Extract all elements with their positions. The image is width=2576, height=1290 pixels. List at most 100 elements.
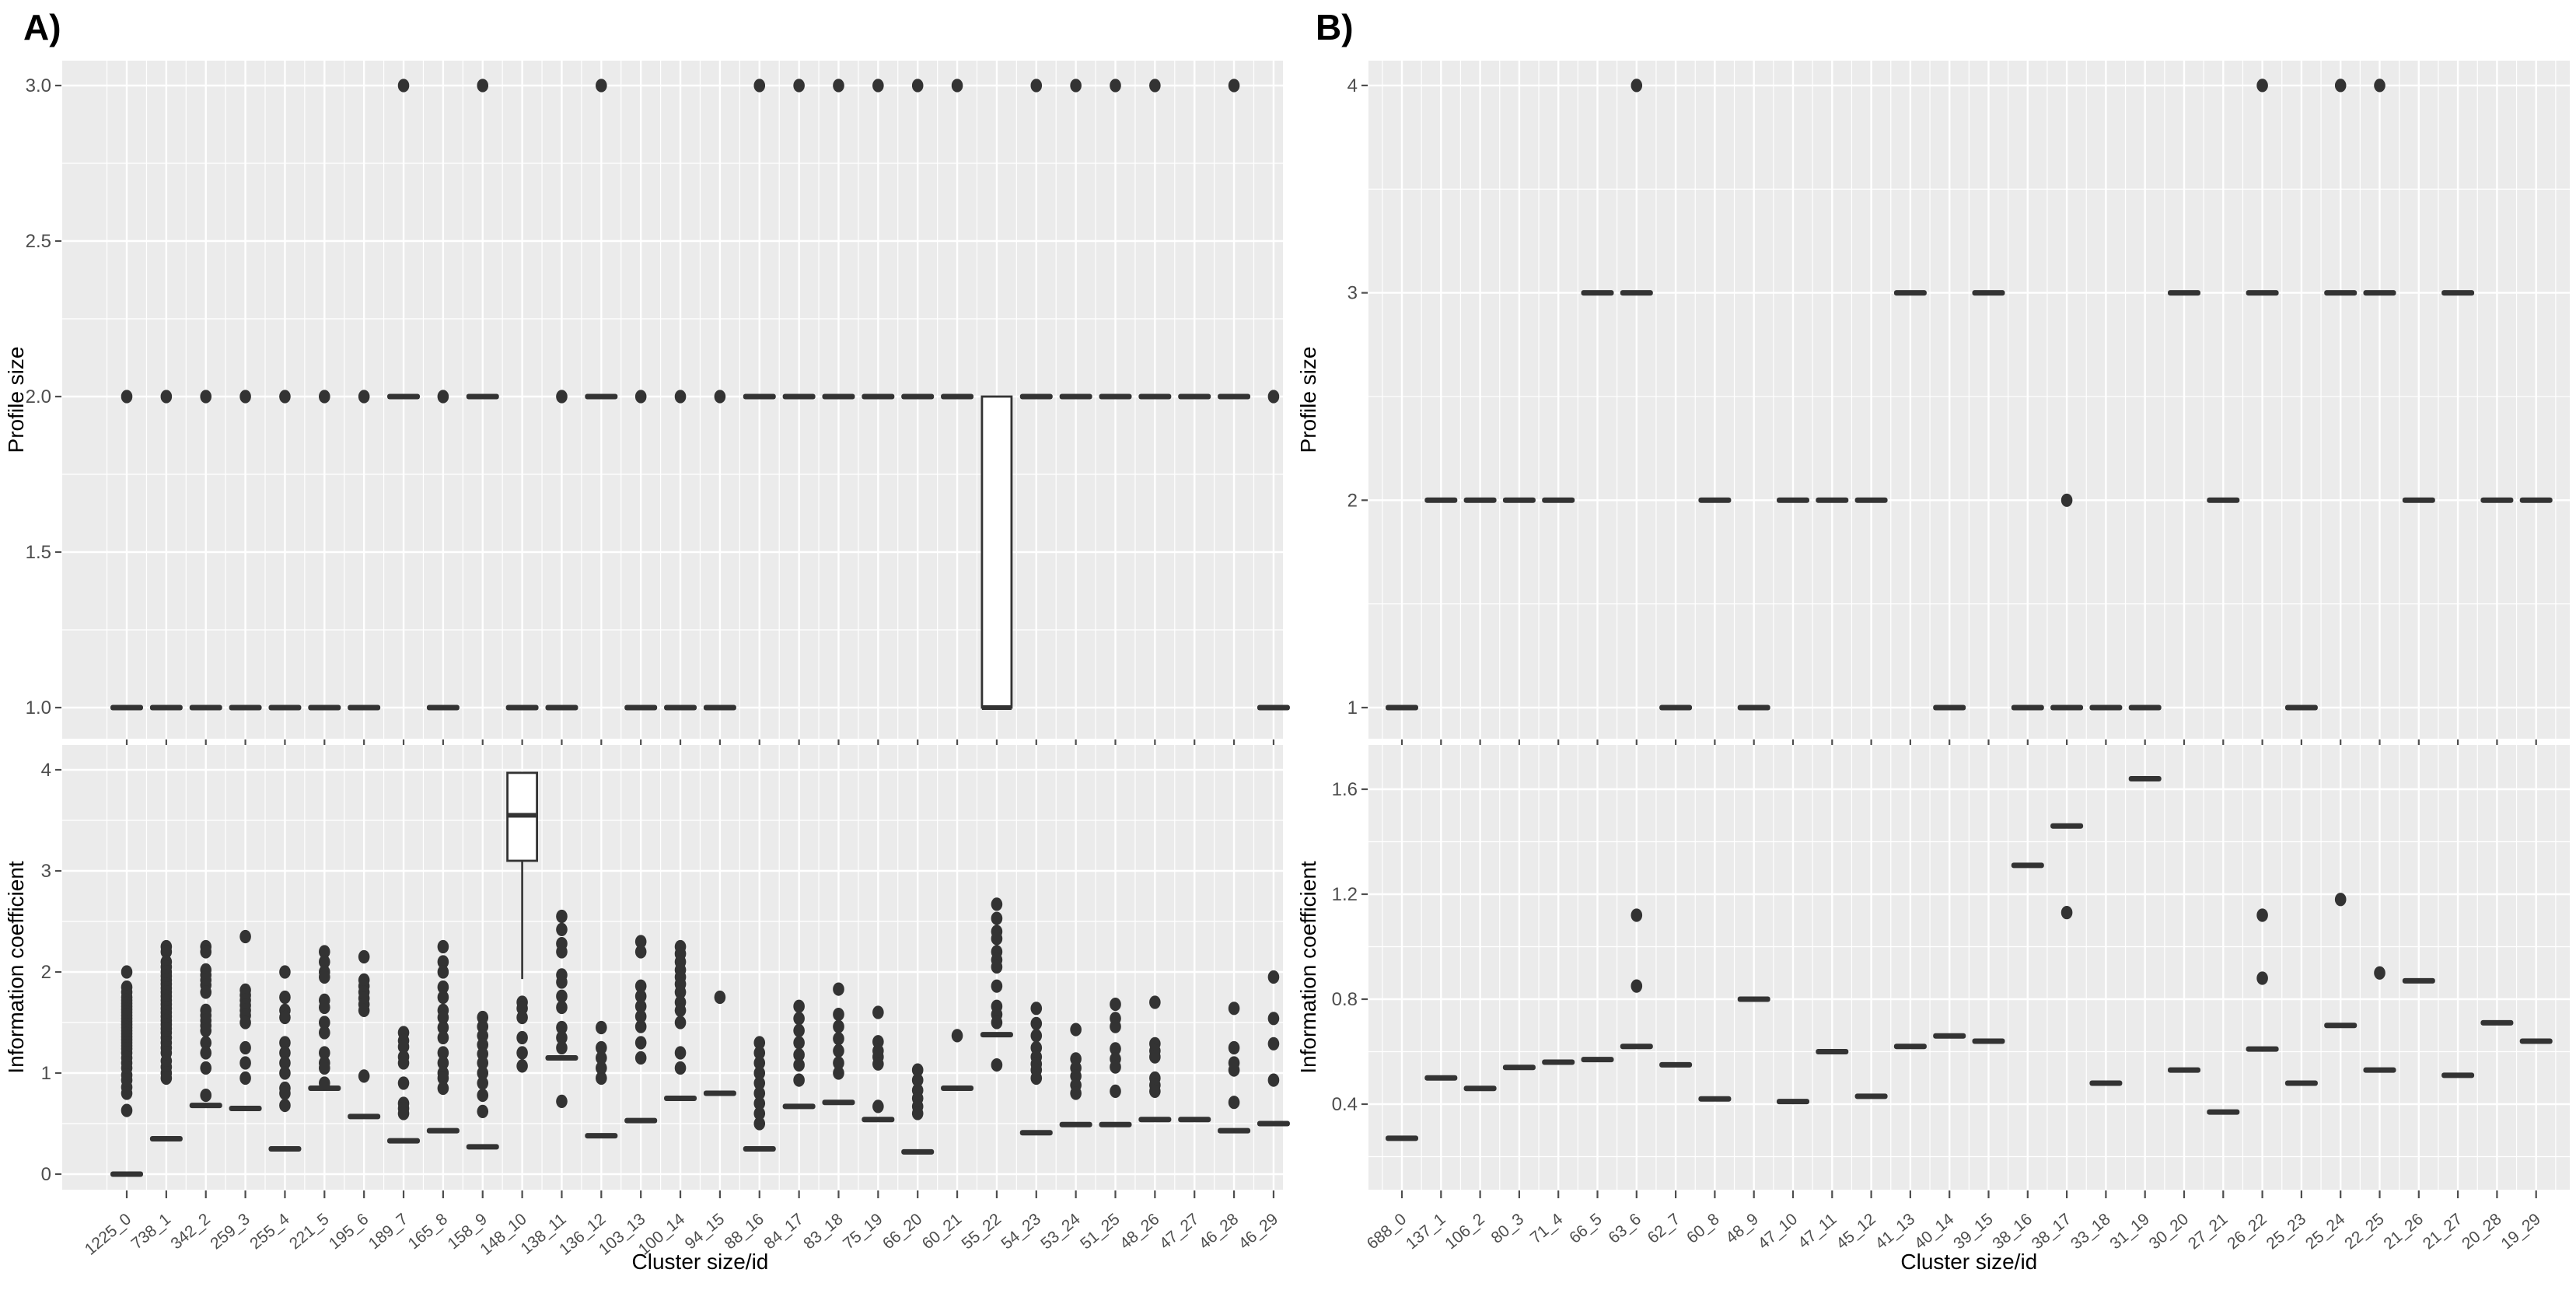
data-point [279, 990, 291, 1005]
data-point [279, 1056, 291, 1070]
x-tick-label: 60_8 [1683, 1210, 1723, 1247]
data-point [437, 980, 449, 995]
data-point [753, 1036, 766, 1050]
data-point [596, 1061, 607, 1075]
data-point [1149, 995, 1161, 1009]
data-point [1030, 79, 1043, 93]
data-dash [1218, 393, 1251, 400]
y-axis-title: Profile size [4, 347, 28, 453]
data-point [279, 1066, 291, 1080]
data-point [674, 1061, 687, 1075]
data-point [1149, 79, 1161, 93]
data-dash [664, 704, 697, 711]
x-tick-label: 26_22 [2224, 1210, 2270, 1253]
data-dash [1138, 393, 1172, 400]
data-dash [189, 1103, 222, 1109]
data-point [358, 1003, 370, 1017]
data-point [200, 1023, 212, 1037]
data-point [1149, 1050, 1161, 1064]
data-dash [545, 704, 578, 711]
data-point [1267, 1037, 1280, 1051]
data-point [872, 1099, 884, 1113]
data-dash [466, 393, 499, 400]
data-point [556, 1000, 568, 1015]
data-point [753, 1056, 766, 1070]
data-point [319, 1016, 330, 1030]
y-tick-label: 4 [1347, 75, 1358, 96]
data-point [437, 1056, 449, 1070]
data-dash [624, 704, 658, 711]
data-dash [268, 1146, 302, 1152]
data-point [437, 939, 449, 954]
data-point [991, 960, 1003, 974]
data-point [358, 390, 370, 404]
data-dash [348, 704, 381, 711]
data-point [121, 1103, 133, 1117]
data-point [319, 955, 330, 969]
panel-b_top: 4 3 2 1 Profile size [1296, 61, 2570, 747]
x-tick-label: 63_6 [1605, 1210, 1645, 1247]
data-dash [2324, 1023, 2358, 1029]
data-point [239, 390, 251, 404]
y-axis-title: Information coefficient [4, 861, 28, 1074]
data-dash [1178, 393, 1211, 400]
data-point [1110, 1042, 1121, 1056]
data-dash [703, 1090, 736, 1096]
data-dash [1620, 1044, 1653, 1050]
data-point [1228, 1002, 1240, 1016]
data-point [1631, 79, 1643, 93]
x-tick-label: 25_24 [2302, 1210, 2349, 1253]
data-point [833, 1032, 844, 1046]
data-point [1070, 79, 1082, 93]
y-tick-label: 2 [1347, 490, 1358, 511]
x-tick-label: 20_28 [2459, 1210, 2505, 1253]
data-point [200, 1046, 212, 1060]
data-dash [1463, 1085, 1497, 1092]
data-point [239, 1016, 251, 1030]
data-dash [2441, 290, 2475, 296]
data-point [160, 1071, 173, 1085]
data-dash [110, 1171, 143, 1177]
data-point [753, 1076, 766, 1090]
data-point [674, 1046, 687, 1060]
data-point [200, 1061, 212, 1075]
data-point [793, 1058, 805, 1072]
data-point [556, 1094, 568, 1108]
data-point [437, 965, 449, 979]
data-point [556, 945, 568, 959]
data-point [1110, 1084, 1121, 1098]
data-dash [1972, 290, 2005, 296]
data-point [833, 1066, 844, 1080]
data-dash [1099, 393, 1132, 400]
data-point [793, 1036, 805, 1050]
data-point [239, 1040, 251, 1055]
data-point [477, 1076, 489, 1090]
y-tick-label: 2.0 [26, 386, 51, 407]
y-tick-label: 0.8 [1332, 989, 1358, 1010]
data-dash [862, 393, 895, 400]
y-tick-label: 3 [41, 861, 51, 882]
x-tick-label: 47_11 [1795, 1210, 1840, 1252]
data-point [239, 1071, 251, 1085]
data-point [437, 955, 449, 969]
x-tick-label: 62_7 [1645, 1210, 1684, 1247]
data-point [2256, 971, 2268, 985]
data-dash [1893, 290, 1927, 296]
x-tick-label: 738_1 [128, 1210, 175, 1253]
data-dash [268, 704, 302, 711]
data-dash [2363, 290, 2396, 296]
data-point [991, 979, 1003, 993]
x-tick-label: 342_2 [167, 1210, 214, 1253]
data-dash [426, 1127, 460, 1134]
data-point [121, 965, 133, 979]
data-point [556, 1030, 568, 1045]
data-point [634, 1019, 647, 1033]
data-dash [2128, 776, 2162, 781]
x-tick-label: 88_16 [721, 1210, 767, 1253]
data-dash [229, 1106, 262, 1111]
x-tick-label: 80_3 [1488, 1210, 1528, 1247]
x-tick-label: 27_21 [2185, 1210, 2232, 1253]
data-point [279, 1036, 291, 1050]
x-tick-label: 48_26 [1117, 1210, 1163, 1253]
